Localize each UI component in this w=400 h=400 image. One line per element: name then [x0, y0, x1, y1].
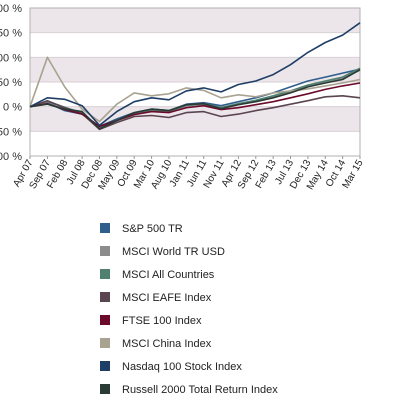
- y-tick-label: -100 %: [0, 151, 22, 163]
- legend-swatch: [100, 315, 110, 325]
- grid-band: [30, 131, 360, 156]
- legend-label: MSCI China Index: [122, 338, 212, 350]
- grid-band: [30, 57, 360, 82]
- y-tick-label: 200 %: [0, 3, 22, 15]
- legend-label: MSCI World TR USD: [122, 246, 225, 258]
- y-tick-label: 0 %: [3, 102, 22, 114]
- y-tick-label: 100 %: [0, 52, 22, 64]
- series-lines: [29, 22, 361, 131]
- legend-label: Nasdaq 100 Stock Index: [122, 361, 242, 373]
- legend-label: S&P 500 TR: [122, 223, 183, 235]
- y-tick-label: 150 %: [0, 28, 22, 40]
- legend-swatch: [100, 384, 110, 394]
- legend-swatch: [100, 292, 110, 302]
- grid-band: [30, 8, 360, 33]
- y-tick-label: 50 %: [0, 77, 22, 89]
- grid-band: [30, 106, 360, 132]
- series-line: [29, 69, 361, 130]
- legend-swatch: [100, 246, 110, 256]
- legend-label: MSCI EAFE Index: [122, 292, 212, 304]
- legend-swatch: [100, 338, 110, 348]
- series-line: [29, 82, 361, 128]
- legend: S&P 500 TR MSCI World TR USD MSCI All Coun…: [100, 223, 278, 396]
- series-line: [29, 22, 361, 127]
- plot-area: [29, 7, 361, 157]
- grid-band: [30, 32, 360, 58]
- legend-swatch: [100, 223, 110, 233]
- legend-label: Russell 2000 Total Return Index: [122, 384, 278, 396]
- y-axis: -100 % -50 % 0 % 50 % 100 % 150 % 200 %: [0, 3, 22, 163]
- legend-label: MSCI All Countries: [122, 269, 215, 281]
- y-tick-label: -50 %: [0, 126, 22, 138]
- legend-swatch: [100, 269, 110, 279]
- plot-border: [29, 7, 361, 157]
- legend-label: FTSE 100 Index: [122, 315, 202, 327]
- legend-swatch: [100, 361, 110, 371]
